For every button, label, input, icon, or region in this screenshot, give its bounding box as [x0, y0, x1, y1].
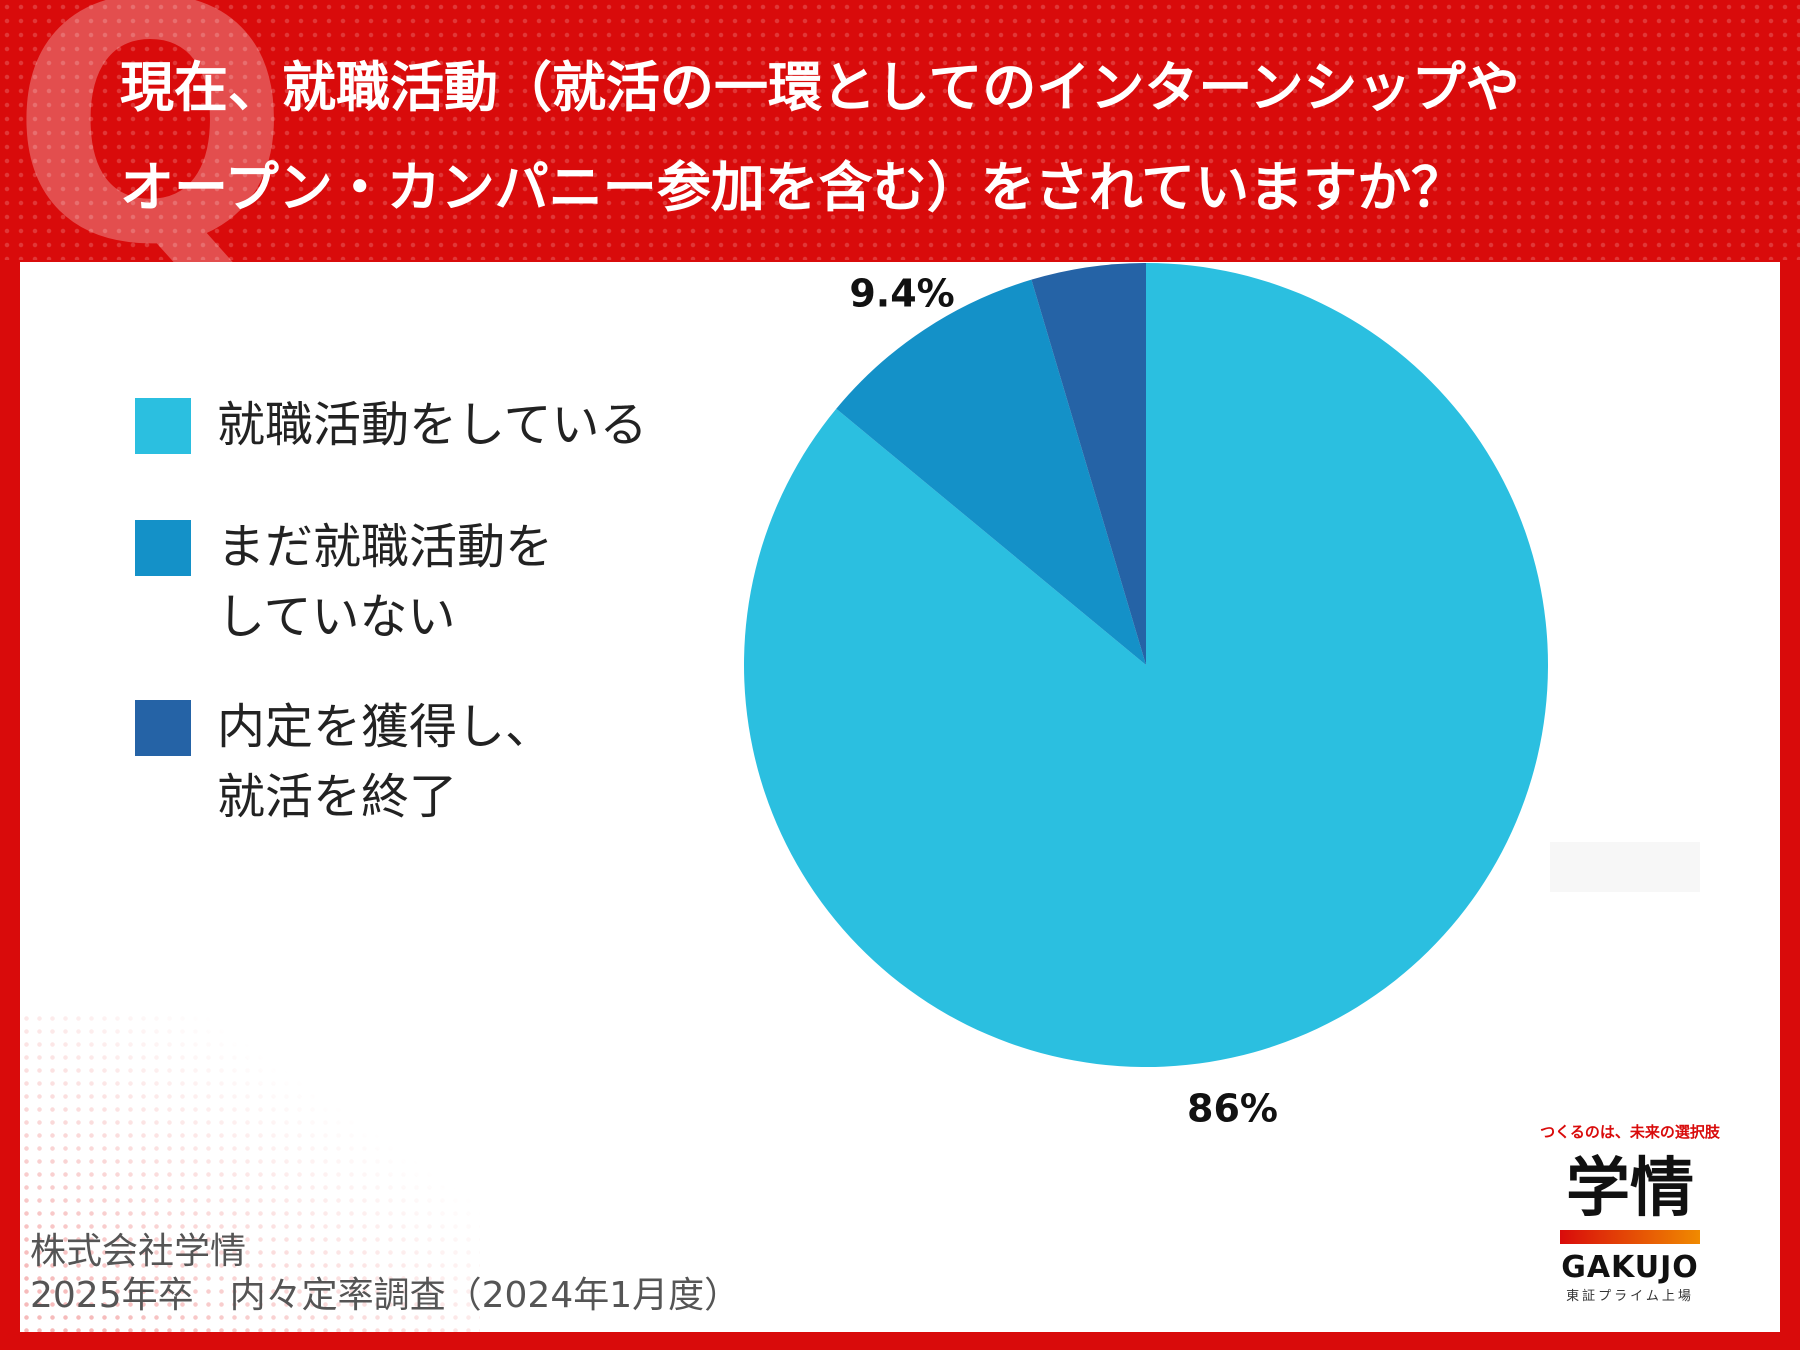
legend-label-finished: 内定を獲得し、 就活を終了: [217, 699, 554, 825]
legend-item-active: 就職活動をしている: [135, 390, 737, 460]
legend-item-finished: 内定を獲得し、 就活を終了: [135, 692, 737, 832]
pie-slice-not-yet: [836, 279, 1146, 665]
pct-label-active: 86%: [1187, 1086, 1278, 1130]
legend-label-not-yet: まだ就職活動を していない: [217, 519, 554, 645]
legend-swatch-not-yet: [135, 520, 191, 576]
q-mark: Q: [10, 0, 291, 317]
gakujo-logo: つくるのは、未来の選択肢 学情 GAKUJO 東証プライム上場: [1540, 1121, 1720, 1304]
pie-chart: 86%9.4%4.6%: [743, 263, 1548, 1130]
legend-swatch-active: [135, 398, 191, 454]
header-dot-pattern: [0, 0, 1800, 260]
question-title: 現在、就職活動（就活の一環としてのインターンシップや オープン・カンパニー参加を…: [120, 38, 1760, 238]
legend-label-active: 就職活動をしている: [217, 397, 648, 453]
legend-swatch-finished: [135, 700, 191, 756]
question-title-line2: オープン・カンパニー参加を含む）をされていますか？: [120, 156, 1466, 219]
source-survey: 2025年卒 内々定率調査（2024年1月度）: [30, 1275, 741, 1316]
logo-sub: 東証プライム上場: [1566, 1289, 1694, 1304]
legend-item-not-yet: まだ就職活動を していない: [135, 512, 737, 652]
question-title-line1: 現在、就職活動（就活の一環としてのインターンシップや: [120, 56, 1520, 119]
logo-tagline: つくるのは、未来の選択肢: [1540, 1123, 1720, 1141]
pie-slice-finished: [1031, 263, 1146, 665]
blank-box: [1550, 842, 1700, 892]
logo-kanji: 学情: [1566, 1152, 1694, 1226]
logo-english: GAKUJO: [1561, 1250, 1699, 1285]
source-note: 株式会社学情 2025年卒 内々定率調査（2024年1月度）: [30, 1230, 740, 1318]
pct-label-not-yet: 9.4%: [849, 272, 954, 316]
panel-dot-pattern: [20, 1012, 480, 1332]
source-company: 株式会社学情: [30, 1231, 247, 1272]
chart-panel: 就職活動をしている まだ就職活動を していない 内定を獲得し、 就活を終了 86…: [20, 262, 1780, 1332]
logo-gradient-bar: [1560, 1230, 1700, 1244]
